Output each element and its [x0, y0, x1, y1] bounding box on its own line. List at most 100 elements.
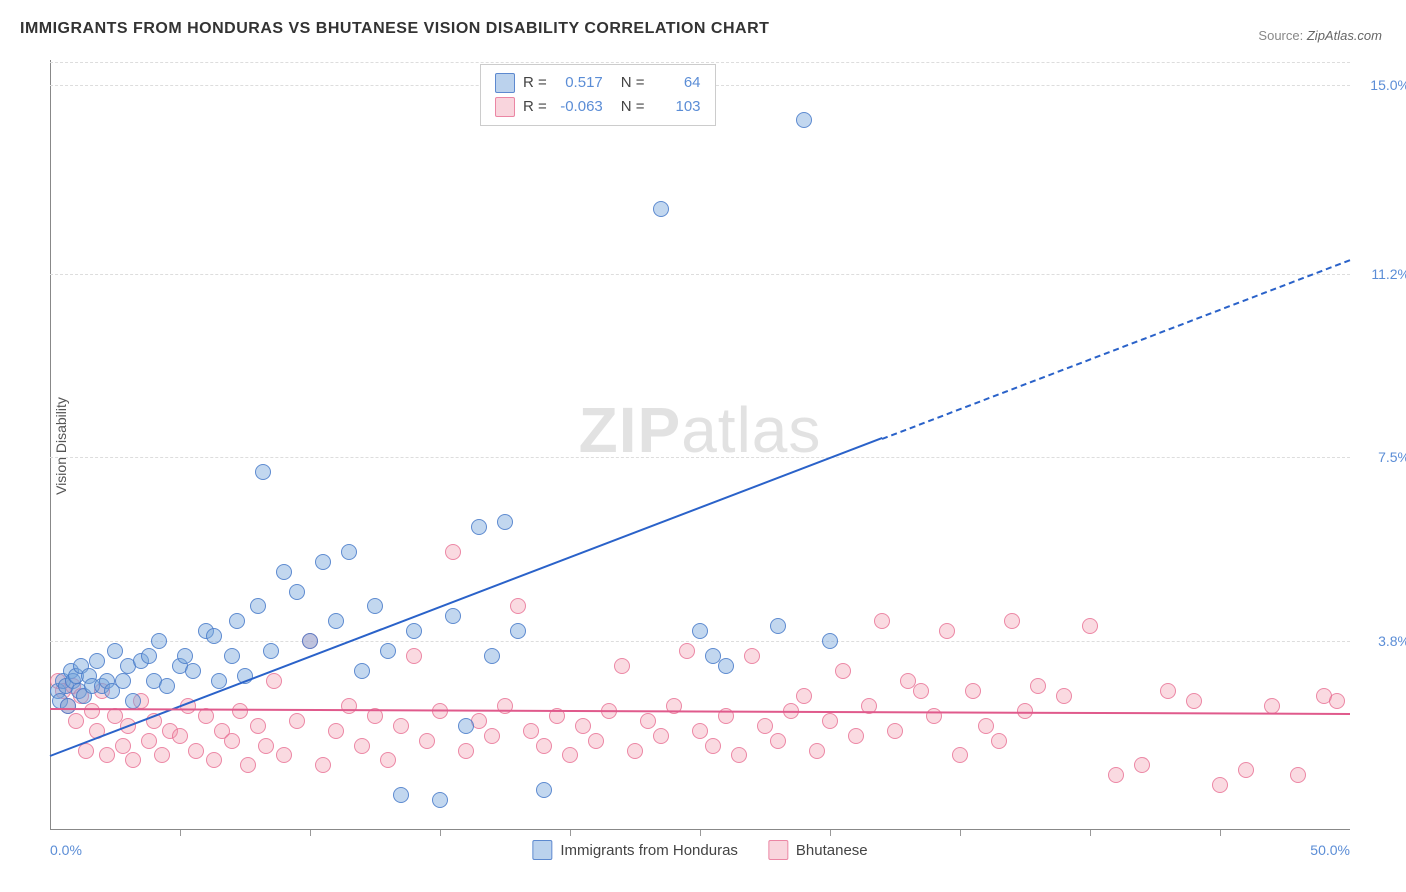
scatter-point [588, 733, 604, 749]
x-tick-label: 0.0% [50, 842, 82, 858]
scatter-point [731, 747, 747, 763]
scatter-point [255, 464, 271, 480]
n-label: N = [621, 71, 645, 95]
scatter-point [627, 743, 643, 759]
scatter-point [1056, 688, 1072, 704]
scatter-point [1108, 767, 1124, 783]
scatter-point [926, 708, 942, 724]
chart-area: ZIPatlas 3.8%7.5%11.2%15.0% 0.0%50.0% R … [50, 60, 1350, 830]
scatter-point [177, 648, 193, 664]
watermark-bold: ZIP [579, 394, 682, 466]
scatter-point [224, 648, 240, 664]
x-minor-tick [830, 830, 831, 836]
scatter-point [679, 643, 695, 659]
scatter-point [354, 738, 370, 754]
scatter-point [250, 598, 266, 614]
scatter-point [89, 653, 105, 669]
scatter-point [406, 648, 422, 664]
scatter-point [640, 713, 656, 729]
scatter-point [1264, 698, 1280, 714]
chart-title: IMMIGRANTS FROM HONDURAS VS BHUTANESE VI… [20, 20, 769, 38]
r-value-bhutanese: -0.063 [555, 95, 603, 119]
scatter-point [380, 752, 396, 768]
scatter-point [705, 738, 721, 754]
scatter-point [302, 633, 318, 649]
scatter-point [206, 628, 222, 644]
scatter-point [258, 738, 274, 754]
scatter-point [276, 747, 292, 763]
scatter-point [497, 514, 513, 530]
scatter-point [380, 643, 396, 659]
r-label: R = [523, 71, 547, 95]
scatter-point [770, 618, 786, 634]
bottom-legend: Immigrants from Honduras Bhutanese [532, 840, 867, 860]
scatter-point [276, 564, 292, 580]
x-minor-tick [1220, 830, 1221, 836]
watermark: ZIPatlas [579, 393, 822, 467]
scatter-point [770, 733, 786, 749]
scatter-point [484, 728, 500, 744]
scatter-point [991, 733, 1007, 749]
scatter-point [614, 658, 630, 674]
scatter-point [240, 757, 256, 773]
r-value-honduras: 0.517 [555, 71, 603, 95]
scatter-point [445, 608, 461, 624]
scatter-point [822, 633, 838, 649]
scatter-point [536, 738, 552, 754]
x-minor-tick [570, 830, 571, 836]
scatter-point [796, 112, 812, 128]
scatter-point [60, 698, 76, 714]
gridline [50, 62, 1350, 63]
scatter-point [510, 623, 526, 639]
scatter-point [1186, 693, 1202, 709]
scatter-point [154, 747, 170, 763]
scatter-point [341, 698, 357, 714]
scatter-point [913, 683, 929, 699]
n-label: N = [621, 95, 645, 119]
scatter-point [796, 688, 812, 704]
scatter-point [188, 743, 204, 759]
scatter-point [1329, 693, 1345, 709]
correlation-legend: R = 0.517 N = 64 R = -0.063 N = 103 [480, 64, 716, 126]
scatter-point [1212, 777, 1228, 793]
scatter-point [172, 728, 188, 744]
scatter-point [822, 713, 838, 729]
scatter-point [1238, 762, 1254, 778]
legend-swatch-pink [768, 840, 788, 860]
scatter-point [965, 683, 981, 699]
scatter-point [211, 673, 227, 689]
scatter-point [471, 519, 487, 535]
gridline [50, 457, 1350, 458]
scatter-point [341, 544, 357, 560]
y-axis-line [50, 60, 51, 830]
trend-line-dashed [882, 259, 1351, 440]
scatter-point [718, 658, 734, 674]
scatter-point [575, 718, 591, 734]
scatter-point [952, 747, 968, 763]
n-value-bhutanese: 103 [653, 95, 701, 119]
scatter-point [99, 747, 115, 763]
scatter-point [692, 723, 708, 739]
scatter-point [1030, 678, 1046, 694]
scatter-point [1160, 683, 1176, 699]
r-label: R = [523, 95, 547, 119]
scatter-point [432, 792, 448, 808]
bottom-legend-honduras: Immigrants from Honduras [532, 840, 738, 860]
scatter-point [185, 663, 201, 679]
scatter-point [266, 673, 282, 689]
scatter-point [224, 733, 240, 749]
x-minor-tick [180, 830, 181, 836]
scatter-point [757, 718, 773, 734]
scatter-point [151, 633, 167, 649]
scatter-point [328, 723, 344, 739]
n-value-honduras: 64 [653, 71, 701, 95]
scatter-point [229, 613, 245, 629]
y-tick-label: 3.8% [1378, 633, 1406, 649]
legend-row-honduras: R = 0.517 N = 64 [495, 71, 701, 95]
scatter-point [206, 752, 222, 768]
scatter-point [115, 673, 131, 689]
scatter-point [315, 757, 331, 773]
scatter-point [393, 718, 409, 734]
scatter-point [159, 678, 175, 694]
scatter-point [1004, 613, 1020, 629]
